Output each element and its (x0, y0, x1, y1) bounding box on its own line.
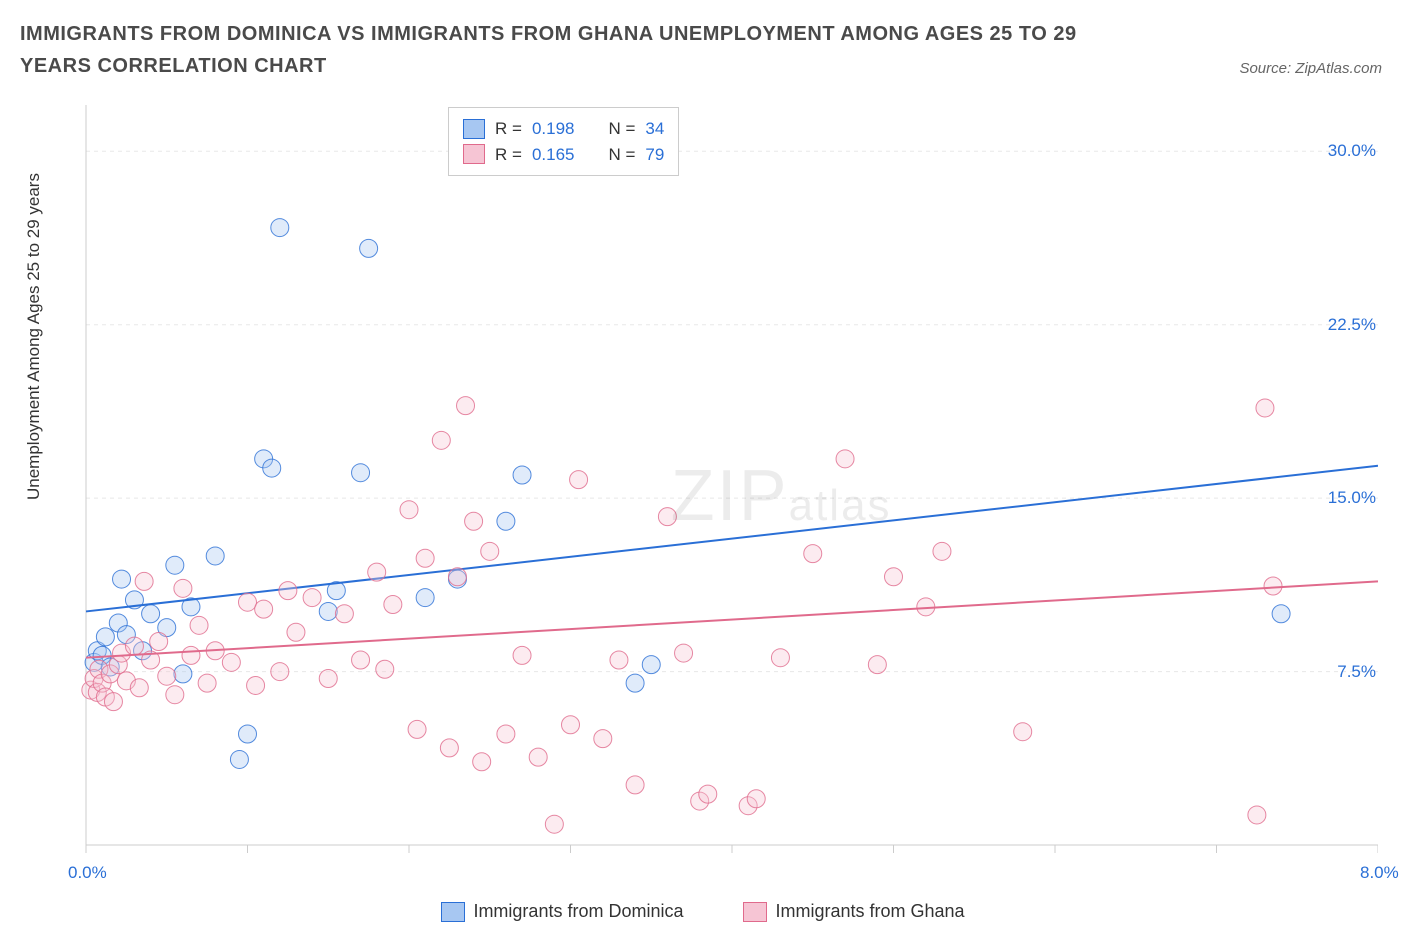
swatch-icon (463, 144, 485, 164)
stat-r-value: 0.165 (532, 142, 575, 168)
x-tick-label: 8.0% (1360, 863, 1399, 883)
stat-r-label: R = (495, 116, 522, 142)
chart-title: IMMIGRANTS FROM DOMINICA VS IMMIGRANTS F… (20, 18, 1120, 82)
source-attribution: Source: ZipAtlas.com (1239, 60, 1382, 77)
legend-item-ghana: Immigrants from Ghana (743, 901, 964, 922)
y-tick-label: 15.0% (1316, 488, 1376, 508)
stat-r-value: 0.198 (532, 116, 575, 142)
legend-item-dominica: Immigrants from Dominica (441, 901, 683, 922)
scatter-chart: ZIPatlas R = 0.198N = 34R = 0.165N = 79 … (68, 105, 1378, 865)
y-tick-label: 22.5% (1316, 315, 1376, 335)
stats-legend-box: R = 0.198 N = 34 R = 0.165 N = 79 (448, 107, 679, 176)
swatch-icon (441, 902, 465, 922)
y-tick-label: 30.0% (1316, 141, 1376, 161)
stat-r-label: R = (495, 142, 522, 168)
stat-n-value: 79 (645, 142, 664, 168)
legend-label: Immigrants from Dominica (473, 901, 683, 922)
stat-n-label: N = (608, 116, 635, 142)
stat-n-value: 34 (645, 116, 664, 142)
stats-row-ghana: R = 0.165 N = 79 (463, 142, 664, 168)
stat-n-label: N = (608, 142, 635, 168)
y-axis-label: Unemployment Among Ages 25 to 29 years (24, 173, 44, 500)
swatch-icon (743, 902, 767, 922)
stats-row-dominica: R = 0.198 N = 34 (463, 116, 664, 142)
y-tick-label: 7.5% (1316, 662, 1376, 682)
legend-label: Immigrants from Ghana (775, 901, 964, 922)
series-legend: Immigrants from Dominica Immigrants from … (0, 901, 1406, 922)
swatch-icon (463, 119, 485, 139)
chart-svg (68, 105, 1378, 865)
x-tick-label: 0.0% (68, 863, 107, 883)
